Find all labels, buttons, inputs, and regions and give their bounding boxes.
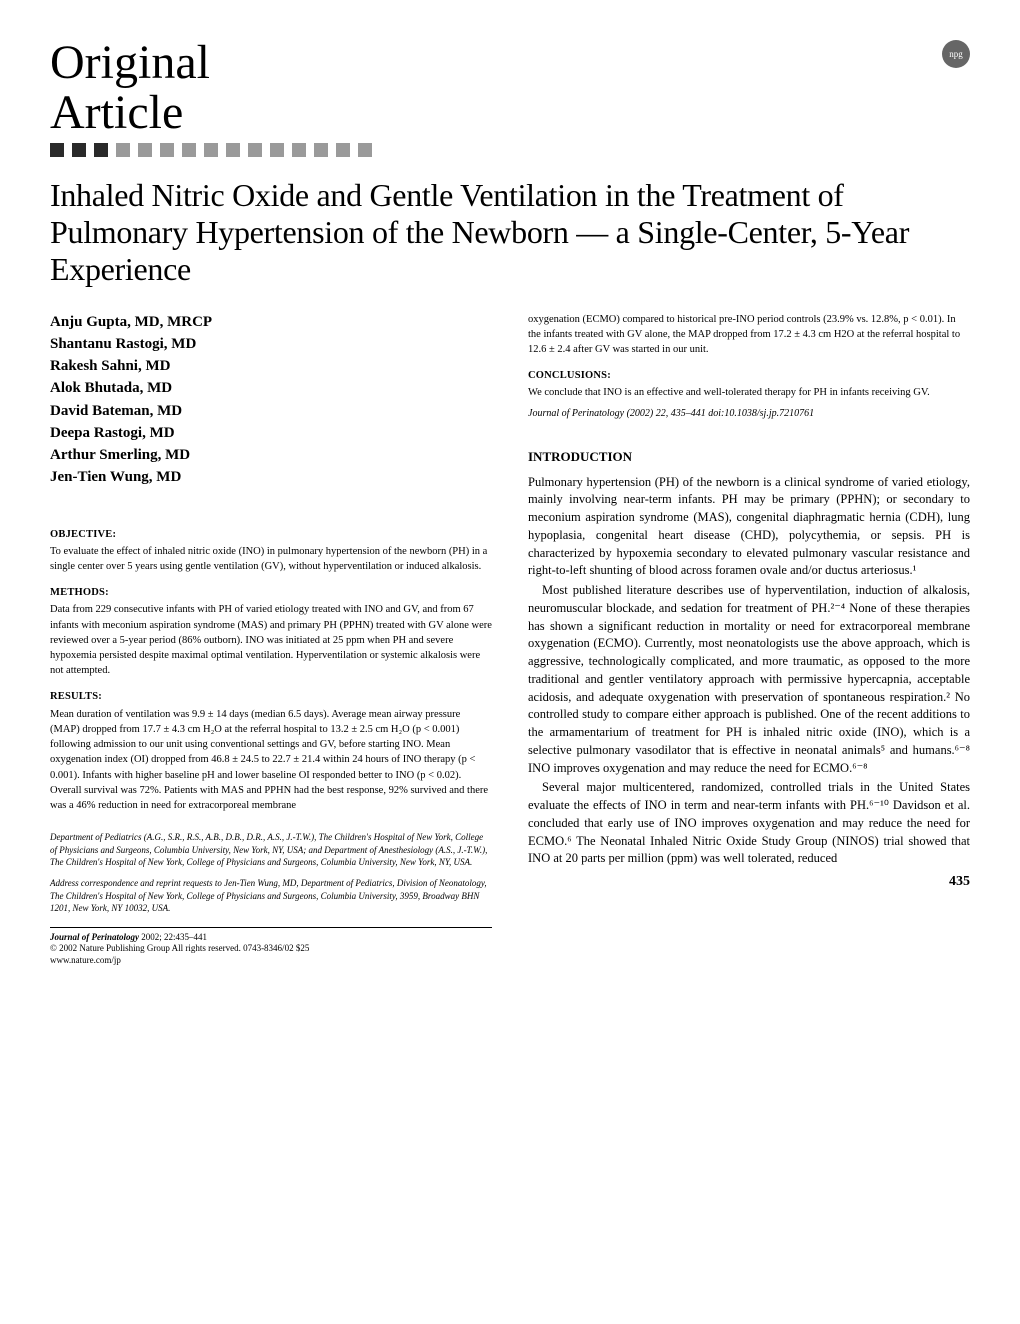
intro-head: INTRODUCTION bbox=[528, 448, 970, 466]
abstract-objective: OBJECTIVE: To evaluate the effect of inh… bbox=[50, 528, 492, 575]
two-column-layout: Anju Gupta, MD, MRCP Shantanu Rastogi, M… bbox=[50, 312, 970, 967]
article-type-line2: Article bbox=[50, 90, 970, 136]
intro-p1: Pulmonary hypertension (PH) of the newbo… bbox=[528, 474, 970, 581]
left-column: Anju Gupta, MD, MRCP Shantanu Rastogi, M… bbox=[50, 312, 492, 967]
author: Rakesh Sahni, MD bbox=[50, 356, 492, 376]
conclusions-head: CONCLUSIONS: bbox=[528, 369, 970, 383]
author: Shantanu Rastogi, MD bbox=[50, 334, 492, 354]
url: www.nature.com/jp bbox=[50, 955, 309, 967]
methods-text: Data from 229 consecutive infants with P… bbox=[50, 602, 492, 678]
author: Deepa Rastogi, MD bbox=[50, 423, 492, 443]
journal-vol: 2002; 22:435–441 bbox=[141, 932, 207, 942]
objective-text: To evaluate the effect of inhaled nitric… bbox=[50, 544, 492, 574]
intro-p3: Several major multicentered, randomized,… bbox=[528, 779, 970, 868]
author: Arthur Smerling, MD bbox=[50, 445, 492, 465]
conclusions-text: We conclude that INO is an effective and… bbox=[528, 385, 970, 400]
squares-divider bbox=[50, 143, 970, 157]
right-column: oxygenation (ECMO) compared to historica… bbox=[528, 312, 970, 967]
objective-head: OBJECTIVE: bbox=[50, 528, 492, 542]
footer: Journal of Perinatology 2002; 22:435–441… bbox=[50, 927, 492, 967]
abstract-results: RESULTS: Mean duration of ventilation wa… bbox=[50, 690, 492, 813]
methods-head: METHODS: bbox=[50, 586, 492, 600]
page-number: 435 bbox=[949, 874, 970, 889]
author: Anju Gupta, MD, MRCP bbox=[50, 312, 492, 332]
correspondence: Address correspondence and reprint reque… bbox=[50, 877, 492, 915]
article-title: Inhaled Nitric Oxide and Gentle Ventilat… bbox=[50, 177, 970, 287]
header: Original Article Inhaled Nitric Oxide an… bbox=[50, 40, 970, 288]
journal-info: Journal of Perinatology 2002; 22:435–441… bbox=[50, 932, 309, 967]
results-text: Mean duration of ventilation was 9.9 ± 1… bbox=[50, 707, 492, 814]
affiliations: Department of Pediatrics (A.G., S.R., R.… bbox=[50, 831, 492, 915]
results-head: RESULTS: bbox=[50, 690, 492, 704]
article-type-line1: Original bbox=[50, 40, 970, 86]
author-list: Anju Gupta, MD, MRCP Shantanu Rastogi, M… bbox=[50, 312, 492, 488]
introduction-section: INTRODUCTION Pulmonary hypertension (PH)… bbox=[528, 448, 970, 868]
author: Alok Bhutada, MD bbox=[50, 378, 492, 398]
intro-p2: Most published literature describes use … bbox=[528, 582, 970, 777]
copyright: © 2002 Nature Publishing Group All right… bbox=[50, 943, 309, 955]
citation: Journal of Perinatology (2002) 22, 435–4… bbox=[528, 407, 970, 421]
npg-logo: npg bbox=[942, 40, 970, 68]
author: Jen-Tien Wung, MD bbox=[50, 467, 492, 487]
abstract-methods: METHODS: Data from 229 consecutive infan… bbox=[50, 586, 492, 678]
abstract-continued: oxygenation (ECMO) compared to historica… bbox=[528, 312, 970, 421]
dept-affiliation: Department of Pediatrics (A.G., S.R., R.… bbox=[50, 831, 492, 869]
results-cont: oxygenation (ECMO) compared to historica… bbox=[528, 312, 970, 358]
author: David Bateman, MD bbox=[50, 401, 492, 421]
